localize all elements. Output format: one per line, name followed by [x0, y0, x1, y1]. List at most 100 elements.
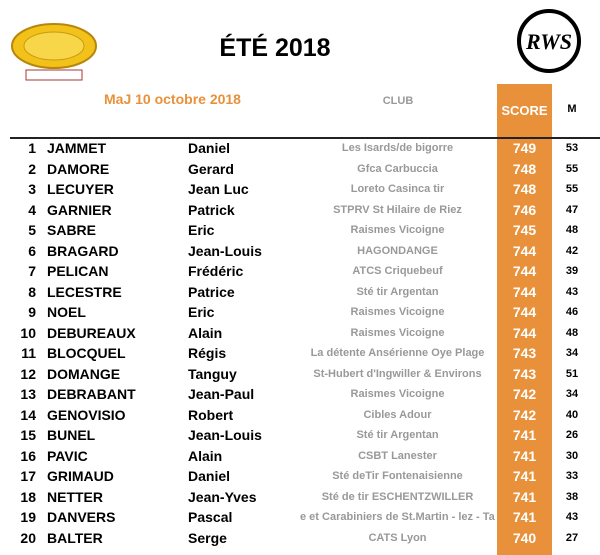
- first-name: Patrick: [188, 201, 235, 218]
- club: La détente Ansérienne Oye Plage: [310, 347, 485, 359]
- score: 742: [512, 406, 537, 423]
- score: 744: [512, 242, 537, 259]
- first-name: Tanguy: [188, 365, 237, 382]
- club: Les Isards/de bigorre: [341, 142, 454, 154]
- brand-logo: RWS: [517, 9, 581, 73]
- rank: 20: [20, 529, 36, 546]
- club: e et Carabiniers de St.Martin - lez - Ta…: [300, 511, 495, 523]
- first-name: Serge: [188, 529, 227, 546]
- rank: 8: [28, 283, 36, 300]
- last-name: BUNEL: [47, 427, 96, 443]
- club: Sté de tir ESCHENTZWILLER: [321, 490, 474, 503]
- first-name: Alain: [188, 447, 223, 464]
- m: 51: [565, 367, 579, 380]
- last-name: SABRE: [47, 222, 97, 238]
- m: 48: [565, 326, 579, 339]
- first-name: Régis: [188, 345, 227, 361]
- m: 39: [565, 265, 579, 277]
- last-name: DEBUREAUX: [47, 324, 136, 341]
- last-name: DEBRABANT: [47, 386, 136, 402]
- m: 42: [565, 244, 579, 257]
- first-name: Gerard: [188, 160, 234, 177]
- last-name: GARNIER: [47, 201, 112, 218]
- rank: 1: [28, 140, 36, 156]
- score: 743: [512, 365, 537, 382]
- score: 744: [512, 324, 537, 341]
- club: CSBT Lanester: [358, 449, 437, 462]
- m: 34: [565, 347, 579, 359]
- first-name: Eric: [188, 222, 215, 238]
- score: 741: [512, 427, 537, 443]
- last-name: DOMANGE: [47, 365, 121, 382]
- m: 40: [565, 408, 579, 421]
- rank: 9: [28, 304, 36, 320]
- last-name: NOEL: [47, 304, 86, 320]
- score-header: SCORE: [501, 103, 548, 118]
- rank: 7: [28, 263, 36, 279]
- club-logo: [11, 23, 97, 81]
- club: Raismes Vicoigne: [350, 326, 445, 339]
- last-name: GENOVISIO: [47, 406, 126, 423]
- brand-logo-text: RWS: [525, 29, 572, 54]
- m: 34: [565, 388, 579, 400]
- update-date: MaJ 10 octobre 2018: [104, 91, 241, 107]
- club: Raismes Vicoigne: [350, 224, 445, 236]
- first-name: Frédéric: [188, 263, 244, 279]
- last-name: NETTER: [47, 488, 103, 505]
- rank: 3: [28, 181, 36, 197]
- score-column: [497, 84, 552, 555]
- last-name: BLOCQUEL: [47, 345, 126, 361]
- first-name: Jean-Paul: [188, 386, 255, 402]
- last-name: DANVERS: [47, 509, 116, 525]
- rank: 13: [20, 386, 36, 402]
- score: 740: [512, 529, 537, 546]
- club: ATCS Criquebeuf: [352, 265, 443, 277]
- score: 748: [512, 160, 537, 177]
- first-name: Jean-Louis: [188, 242, 262, 259]
- score: 741: [512, 468, 537, 484]
- rank: 4: [28, 201, 36, 218]
- first-name: Daniel: [188, 468, 231, 484]
- last-name: PAVIC: [47, 447, 88, 464]
- club: Loreto Casinca tir: [350, 183, 445, 195]
- m-header: M: [567, 103, 577, 115]
- m: 26: [565, 429, 579, 441]
- score: 746: [512, 201, 537, 218]
- club: Gfca Carbuccia: [357, 162, 438, 175]
- m: 47: [565, 203, 579, 216]
- last-name: DAMORE: [47, 160, 110, 177]
- m: 30: [565, 449, 579, 462]
- rank: 16: [20, 447, 36, 464]
- club: STPRV St Hilaire de Riez: [333, 203, 462, 216]
- score: 744: [512, 263, 537, 279]
- rank: 2: [28, 160, 36, 177]
- m: 43: [565, 285, 579, 298]
- score: 744: [512, 283, 537, 300]
- club: Sté tir Argentan: [356, 285, 439, 298]
- last-name: BALTER: [47, 529, 103, 546]
- m: 55: [565, 183, 579, 195]
- club: Sté deTir Fontenaisienne: [332, 470, 463, 482]
- last-name: LECESTRE: [47, 283, 122, 300]
- club: CATS Lyon: [368, 531, 427, 544]
- first-name: Jean Luc: [188, 181, 249, 197]
- last-name: JAMMET: [47, 140, 107, 156]
- m: 38: [565, 490, 579, 503]
- club: St-Hubert d'Ingwiller & Environs: [313, 367, 482, 380]
- club: Sté tir Argentan: [356, 429, 439, 441]
- rank: 14: [20, 406, 36, 423]
- rank: 10: [20, 324, 36, 341]
- club-header: CLUB: [382, 95, 414, 107]
- score: 741: [512, 509, 537, 525]
- m: 46: [565, 306, 579, 318]
- rank: 11: [21, 345, 36, 361]
- score: 744: [512, 304, 537, 320]
- last-name: GRIMAUD: [47, 468, 114, 484]
- score: 748: [512, 181, 537, 197]
- score: 745: [512, 222, 537, 238]
- club: Raismes Vicoigne: [350, 388, 445, 400]
- first-name: Alain: [188, 324, 223, 341]
- rank: 19: [20, 509, 36, 525]
- club: Raismes Vicoigne: [350, 306, 445, 318]
